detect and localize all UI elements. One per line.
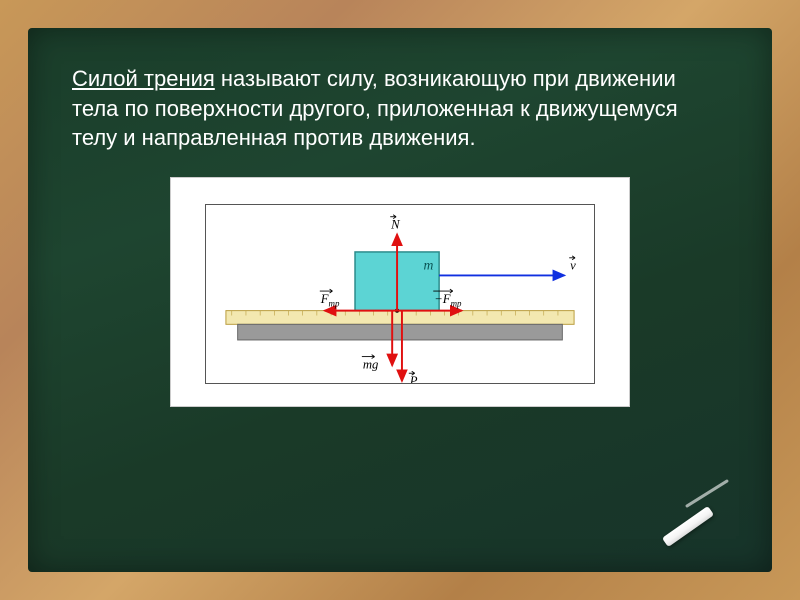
- chalk-piece: [652, 480, 742, 550]
- svg-text:P: P: [409, 374, 418, 383]
- chalk-stick: [662, 506, 714, 547]
- diagram-inner-frame: mNmgPFтр−Fтрv: [205, 204, 595, 384]
- svg-text:mg: mg: [363, 357, 379, 371]
- chalkboard-frame: Силой трения называют силу, возникающую …: [0, 0, 800, 600]
- definition-text: Силой трения называют силу, возникающую …: [72, 64, 728, 153]
- svg-text:m: m: [423, 258, 433, 273]
- term: Силой трения: [72, 66, 215, 91]
- svg-text:v: v: [570, 259, 576, 273]
- chalkboard-surface: Силой трения называют силу, возникающую …: [28, 28, 772, 572]
- force-diagram: mNmgPFтр−Fтрv: [170, 177, 630, 407]
- svg-text:Fтр: Fтр: [320, 292, 340, 309]
- diagram-svg: mNmgPFтр−Fтрv: [206, 205, 594, 383]
- svg-text:N: N: [390, 218, 401, 232]
- chalk-mark: [685, 479, 729, 508]
